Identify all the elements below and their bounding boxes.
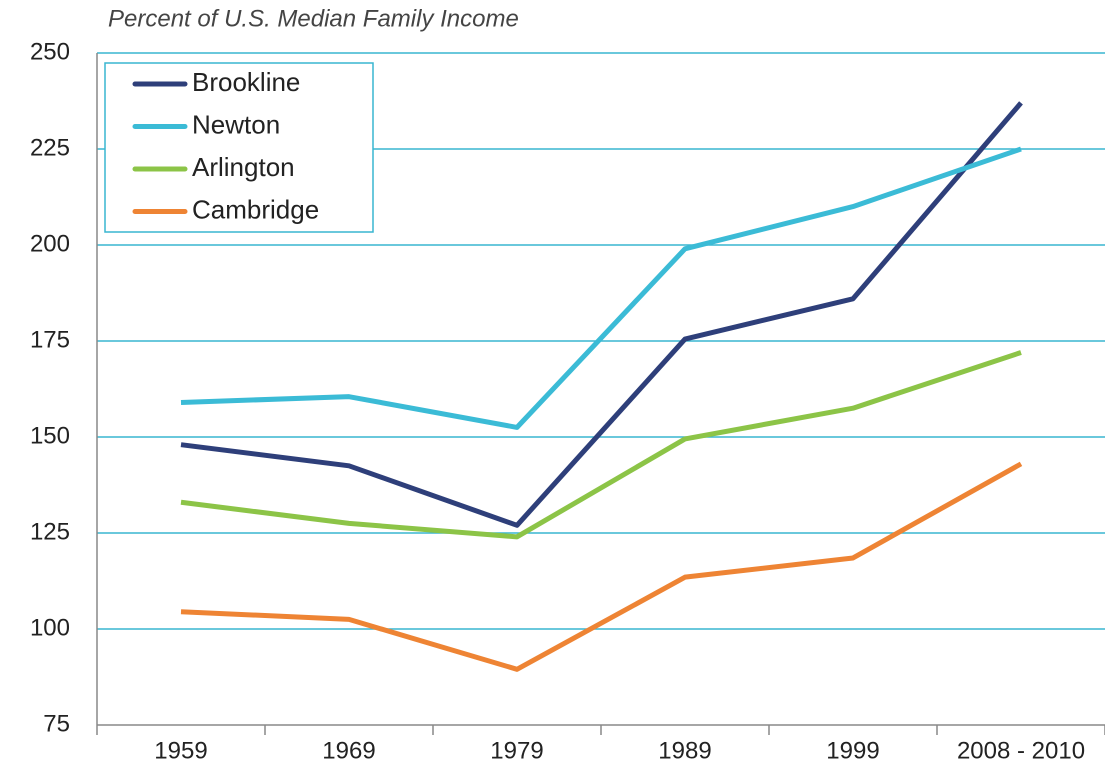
- y-tick-label: 250: [30, 38, 70, 65]
- x-tick-label: 1979: [490, 737, 543, 764]
- y-tick-label: 175: [30, 326, 70, 353]
- series-line: [180, 146, 1022, 430]
- x-tick-label: 1969: [322, 737, 375, 764]
- legend-label: Cambridge: [192, 194, 319, 224]
- series-line: [180, 350, 1022, 540]
- legend-box: [104, 62, 374, 233]
- series-line: [180, 101, 1023, 528]
- x-tick-label: 1959: [154, 737, 207, 764]
- legend-label: Newton: [192, 109, 280, 139]
- y-tick-label: 150: [30, 422, 70, 449]
- x-tick-label: 2008 - 2010: [957, 737, 1085, 764]
- y-tick-label: 200: [30, 230, 70, 257]
- y-tick-label: 100: [30, 614, 70, 641]
- legend-label: Arlington: [192, 152, 295, 182]
- series-line: [180, 461, 1023, 672]
- y-tick-label: 125: [30, 518, 70, 545]
- chart-title: Percent of U.S. Median Family Income: [108, 5, 519, 32]
- y-tick-label: 225: [30, 134, 70, 161]
- legend-label: Brookline: [192, 67, 300, 97]
- x-tick-label: 1999: [826, 737, 879, 764]
- y-tick-label: 75: [43, 710, 70, 737]
- x-tick-label: 1989: [658, 737, 711, 764]
